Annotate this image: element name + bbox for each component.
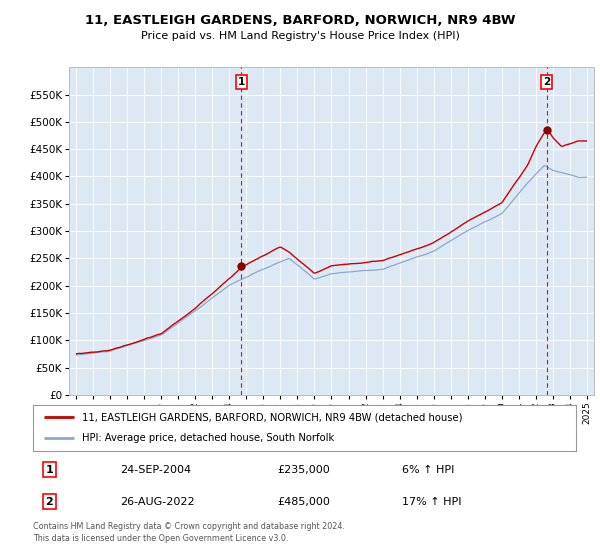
Text: Price paid vs. HM Land Registry's House Price Index (HPI): Price paid vs. HM Land Registry's House … — [140, 31, 460, 41]
Text: 2: 2 — [543, 77, 550, 87]
Text: 2: 2 — [46, 497, 53, 507]
Text: 1: 1 — [46, 465, 53, 475]
Text: £235,000: £235,000 — [277, 465, 330, 475]
Text: 17% ↑ HPI: 17% ↑ HPI — [402, 497, 462, 507]
Text: 24-SEP-2004: 24-SEP-2004 — [120, 465, 191, 475]
Text: Contains HM Land Registry data © Crown copyright and database right 2024.
This d: Contains HM Land Registry data © Crown c… — [33, 522, 345, 543]
Text: 6% ↑ HPI: 6% ↑ HPI — [402, 465, 455, 475]
Text: 11, EASTLEIGH GARDENS, BARFORD, NORWICH, NR9 4BW: 11, EASTLEIGH GARDENS, BARFORD, NORWICH,… — [85, 14, 515, 27]
Text: £485,000: £485,000 — [277, 497, 330, 507]
Text: 11, EASTLEIGH GARDENS, BARFORD, NORWICH, NR9 4BW (detached house): 11, EASTLEIGH GARDENS, BARFORD, NORWICH,… — [82, 412, 463, 422]
Text: HPI: Average price, detached house, South Norfolk: HPI: Average price, detached house, Sout… — [82, 433, 334, 444]
Text: 1: 1 — [238, 77, 245, 87]
Text: 26-AUG-2022: 26-AUG-2022 — [120, 497, 194, 507]
